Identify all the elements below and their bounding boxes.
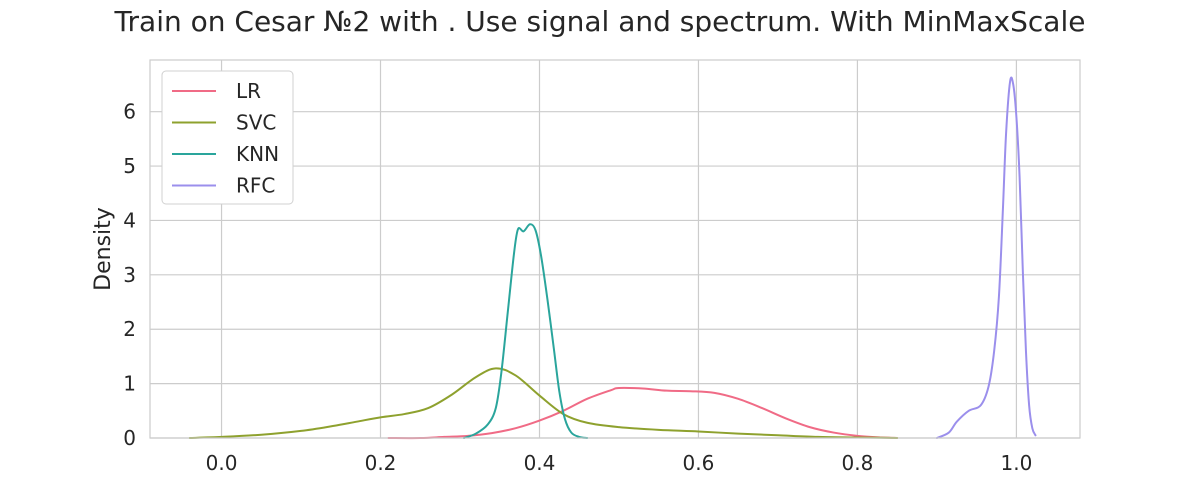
chart-title: Train on Cesar №2 with . Use signal and … (114, 5, 1086, 38)
legend-box (161, 70, 294, 205)
y-tick-label: 0 (123, 426, 136, 450)
y-tick-label: 1 (123, 372, 136, 396)
y-axis-label: Density (91, 207, 116, 291)
series-layer (188, 76, 1037, 440)
x-tick-label: 0.8 (842, 451, 874, 475)
plot-frame (149, 59, 1081, 439)
x-tick-label: 0.4 (524, 451, 556, 475)
x-tick-label: 0.2 (365, 451, 397, 475)
series-line-svc (188, 367, 899, 439)
series-line-lr (387, 386, 899, 440)
legend-label-svc: SVC (236, 111, 276, 135)
y-tick-label: 4 (123, 208, 136, 232)
series-line-knn (462, 223, 589, 439)
series-line-rfc (935, 76, 1037, 439)
x-tick-label: 0.0 (206, 451, 238, 475)
x-tick-label: 1.0 (1001, 451, 1033, 475)
legend-label-knn: KNN (236, 142, 279, 166)
tick-layer: 0.0 0.2 0.4 0.6 0.8 1.0 0 1 2 3 4 5 6 (123, 100, 1032, 475)
legend-label-rfc: RFC (236, 174, 275, 198)
y-tick-label: 5 (123, 154, 136, 178)
y-tick-label: 2 (123, 317, 136, 341)
legend: LR SVC KNN RFC (161, 70, 294, 205)
x-tick-label: 0.6 (683, 451, 715, 475)
legend-label-lr: LR (236, 79, 261, 103)
y-tick-label: 6 (123, 100, 136, 124)
y-tick-label: 3 (123, 263, 136, 287)
